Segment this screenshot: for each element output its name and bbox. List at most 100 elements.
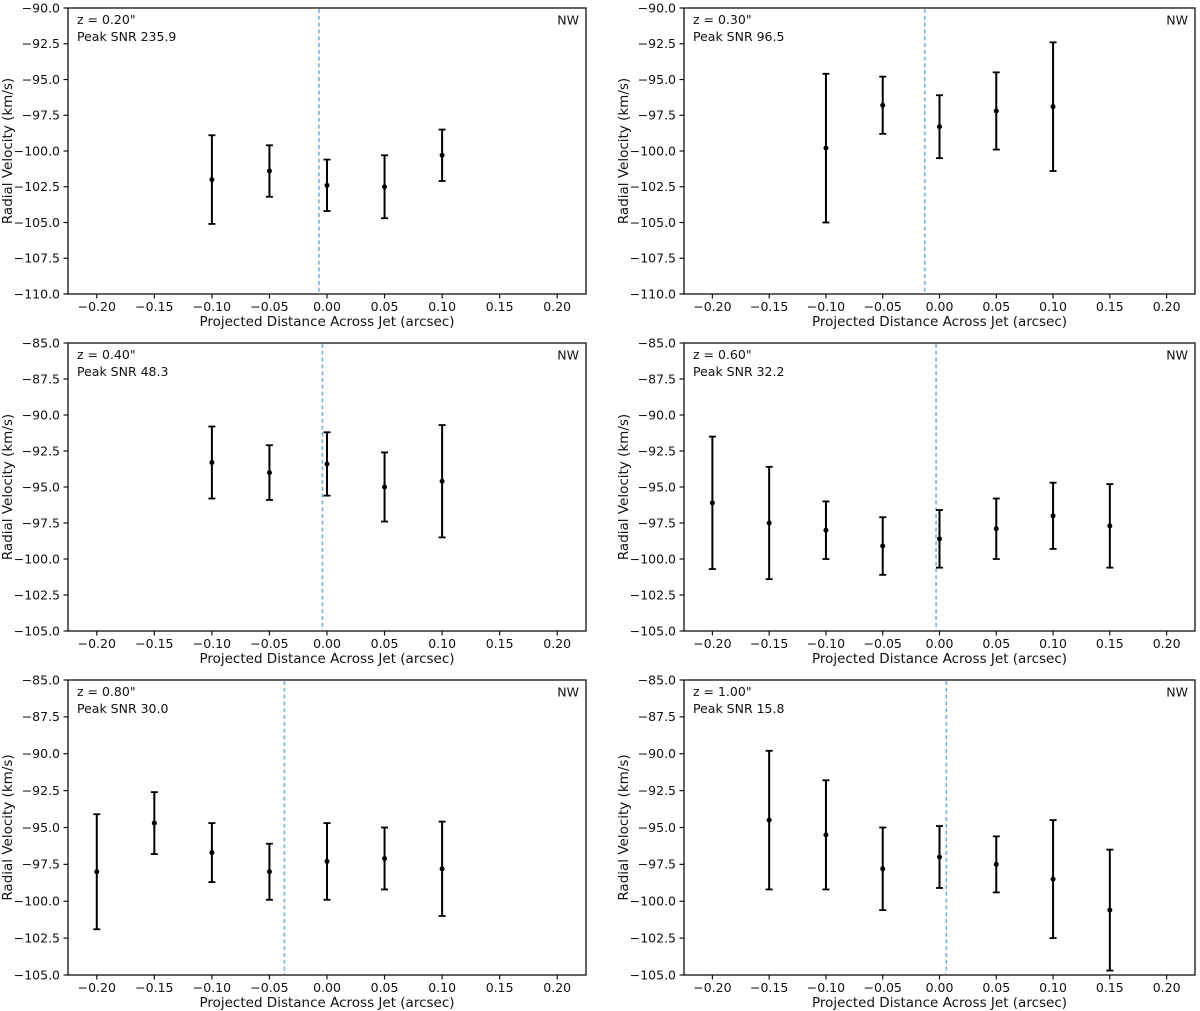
y-tick-label: −85.0 [22, 672, 60, 687]
direction-label: NW [1166, 13, 1188, 28]
data-point [1050, 104, 1056, 110]
x-axis-label: Projected Distance Across Jet (arcsec) [812, 995, 1067, 1011]
y-tick-label: −102.5 [630, 930, 676, 945]
x-tick-label: 0.05 [371, 299, 399, 314]
y-tick-label: −102.5 [630, 179, 676, 194]
x-tick-label: 0.20 [543, 636, 571, 651]
peak-snr-annotation: Peak SNR 32.2 [693, 364, 784, 379]
y-tick-label: −95.0 [638, 72, 676, 87]
y-tick-label: −95.0 [638, 479, 676, 494]
x-tick-label: 0.05 [371, 980, 399, 995]
x-tick-label: 0.20 [1153, 980, 1181, 995]
y-tick-label: −100.0 [14, 894, 60, 909]
x-tick-label: 0.00 [926, 636, 954, 651]
x-tick-label: 0.20 [1153, 299, 1181, 314]
data-point [439, 866, 445, 872]
x-tick-label: −0.05 [250, 299, 288, 314]
data-point [937, 536, 942, 542]
direction-label: NW [557, 13, 579, 28]
data-point [151, 820, 157, 826]
x-tick-label: 0.15 [486, 636, 514, 651]
data-point [1107, 907, 1113, 913]
slice-height-annotation: z = 0.30" [693, 12, 752, 27]
y-axis-label: Radial Velocity (km/s) [616, 78, 632, 224]
y-tick-label: −85.0 [638, 335, 676, 350]
y-tick-label: −105.0 [14, 967, 60, 982]
x-tick-label: 0.20 [543, 980, 571, 995]
y-tick-label: −92.5 [22, 36, 60, 51]
x-tick-label: 0.15 [1096, 636, 1124, 651]
x-tick-label: 0.00 [926, 299, 954, 314]
x-tick-label: 0.00 [926, 980, 954, 995]
x-tick-label: −0.10 [193, 980, 231, 995]
x-tick-label: −0.10 [193, 299, 231, 314]
y-tick-label: −97.5 [22, 515, 60, 530]
y-tick-label: −92.5 [638, 783, 676, 798]
chart-panel-middle-right: −105.0 −102.5 −100.0 −97.5 −95.0 −92.5 −90.0 −8… [600, 335, 1200, 672]
y-tick-label: −90.0 [638, 0, 676, 15]
x-tick-label: 0.20 [543, 299, 571, 314]
x-tick-label: −0.20 [693, 980, 731, 995]
y-tick-label: −92.5 [638, 36, 676, 51]
x-tick-label: 0.10 [1039, 299, 1067, 314]
x-tick-label: −0.10 [193, 636, 231, 651]
y-tick-label: −102.5 [14, 179, 60, 194]
peak-snr-annotation: Peak SNR 96.5 [693, 29, 784, 44]
data-point [324, 461, 330, 467]
y-tick-label: −92.5 [638, 443, 676, 458]
y-tick-label: −100.0 [14, 551, 60, 566]
x-tick-label: −0.05 [864, 980, 902, 995]
x-tick-label: 0.00 [313, 980, 341, 995]
x-tick-label: −0.15 [750, 980, 788, 995]
y-tick-label: −102.5 [630, 587, 676, 602]
data-point [880, 102, 886, 108]
x-axis-label: Projected Distance Across Jet (arcsec) [812, 314, 1067, 330]
x-tick-label: −0.15 [750, 299, 788, 314]
y-tick-label: −97.5 [638, 108, 676, 123]
y-tick-label: −97.5 [638, 857, 676, 872]
y-tick-label: −105.0 [14, 623, 60, 638]
x-tick-label: 0.10 [1039, 980, 1067, 995]
y-tick-label: −90.0 [638, 407, 676, 422]
y-tick-label: −95.0 [22, 72, 60, 87]
x-tick-label: −0.05 [864, 299, 902, 314]
y-tick-label: −87.5 [22, 709, 60, 724]
x-axis-label: Projected Distance Across Jet (arcsec) [199, 314, 454, 330]
data-point [209, 850, 215, 856]
data-point [766, 520, 772, 526]
x-tick-label: −0.15 [135, 636, 173, 651]
y-tick-label: −100.0 [630, 551, 676, 566]
x-tick-label: −0.20 [78, 299, 116, 314]
data-point [266, 869, 272, 875]
x-tick-label: −0.05 [250, 980, 288, 995]
data-point [266, 470, 272, 476]
data-point [993, 861, 999, 867]
chart-panel-bottom-left: −105.0 −102.5 −100.0 −97.5 −95.0 −92.5 −90.0 −8… [0, 672, 600, 1011]
chart-panel-bottom-right: −105.0 −102.5 −100.0 −97.5 −95.0 −92.5 −90.0 −8… [600, 672, 1200, 1011]
x-tick-label: 0.05 [982, 636, 1010, 651]
data-point [993, 526, 999, 532]
x-tick-label: −0.10 [807, 980, 845, 995]
direction-label: NW [1166, 685, 1188, 700]
y-tick-label: −105.0 [630, 623, 676, 638]
x-tick-label: 0.15 [486, 980, 514, 995]
slice-height-annotation: z = 1.00" [693, 684, 752, 699]
x-tick-label: 0.10 [428, 636, 456, 651]
x-tick-label: 0.05 [982, 299, 1010, 314]
y-tick-label: −87.5 [638, 371, 676, 386]
y-tick-label: −105.0 [630, 967, 676, 982]
y-tick-label: −87.5 [638, 709, 676, 724]
x-tick-label: 0.10 [1039, 636, 1067, 651]
peak-snr-annotation: Peak SNR 30.0 [77, 701, 168, 716]
x-axis-label: Projected Distance Across Jet (arcsec) [812, 651, 1067, 667]
y-tick-label: −110.0 [14, 286, 60, 301]
data-point [439, 478, 445, 484]
y-tick-label: −90.0 [22, 407, 60, 422]
y-tick-label: −97.5 [22, 108, 60, 123]
data-point [823, 527, 829, 533]
y-tick-label: −100.0 [14, 143, 60, 158]
slice-height-annotation: z = 0.80" [77, 684, 136, 699]
x-tick-label: 0.15 [1096, 299, 1124, 314]
x-axis-label: Projected Distance Across Jet (arcsec) [199, 995, 454, 1011]
direction-label: NW [1166, 348, 1188, 363]
